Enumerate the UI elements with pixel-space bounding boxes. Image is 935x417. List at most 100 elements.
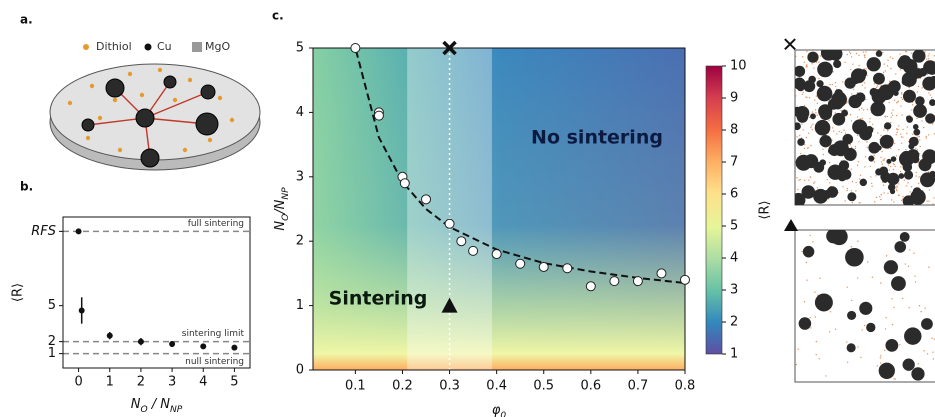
- subscript: O: [140, 405, 147, 415]
- ligand: [871, 185, 873, 187]
- ligand: [812, 241, 814, 243]
- ligand: [844, 61, 846, 63]
- ligand: [892, 109, 894, 111]
- ligand: [796, 136, 798, 138]
- ligand: [933, 197, 935, 199]
- axes-frame: [312, 47, 686, 371]
- ligand: [829, 311, 832, 313]
- ligand: [876, 85, 879, 87]
- dithiol: [89, 83, 95, 89]
- ligand: [825, 375, 827, 377]
- particle: [832, 112, 846, 126]
- ligand: [826, 178, 829, 181]
- ligand: [852, 63, 854, 65]
- ligand: [863, 324, 866, 327]
- ligand: [899, 170, 902, 173]
- particle: [891, 276, 906, 291]
- ligand: [931, 123, 934, 125]
- ligand: [882, 184, 885, 186]
- ligand: [802, 129, 804, 131]
- ligand: [901, 114, 903, 116]
- dithiol: [187, 77, 193, 83]
- ligand: [856, 116, 859, 118]
- y-axis-label: NO/NNP: [273, 187, 291, 231]
- ligand: [869, 165, 872, 168]
- colorbar-tick-label: 4: [730, 251, 738, 266]
- ligand: [853, 88, 855, 91]
- ligand: [849, 144, 851, 146]
- ligand: [895, 73, 897, 75]
- particle: [888, 80, 901, 93]
- ligand: [928, 92, 930, 94]
- ligand: [924, 204, 926, 205]
- data-point: [444, 218, 455, 229]
- ligand: [829, 331, 831, 333]
- ligand: [906, 126, 909, 128]
- dithiol: [112, 97, 118, 103]
- ligand: [829, 182, 831, 184]
- panel-label: b.: [20, 180, 33, 194]
- dithiol: [139, 92, 145, 98]
- legend-label: Cu: [157, 40, 172, 53]
- y-tick-label: 1: [48, 346, 56, 361]
- ligand: [892, 168, 895, 171]
- ligand: [815, 340, 818, 343]
- ligand: [891, 114, 894, 116]
- ligand: [873, 201, 876, 203]
- ligand: [902, 128, 904, 131]
- data-point: [538, 261, 549, 272]
- ligand: [928, 266, 930, 268]
- annotation: Sintering: [329, 288, 428, 310]
- x-tick-label: 0.1: [345, 379, 366, 394]
- ligand: [806, 66, 808, 68]
- ligand: [842, 81, 844, 83]
- ligand: [860, 107, 863, 109]
- ligand: [896, 190, 898, 192]
- x-tick-label: 1: [106, 375, 114, 390]
- ligand: [894, 378, 897, 380]
- ligand: [846, 361, 849, 363]
- cu-particle: [195, 112, 219, 136]
- particle: [912, 50, 926, 63]
- ligand: [910, 186, 913, 188]
- particle: [795, 105, 810, 121]
- particle: [898, 55, 912, 68]
- ligand: [799, 178, 801, 181]
- ligand: [844, 132, 847, 134]
- ligand: [854, 145, 857, 148]
- ligand: [813, 181, 816, 183]
- ligand: [831, 127, 834, 129]
- ligand: [902, 297, 904, 300]
- ligand: [867, 261, 869, 263]
- particle: [906, 149, 920, 162]
- ligand: [861, 329, 863, 331]
- ligand: [875, 175, 877, 177]
- ligand: [897, 128, 899, 131]
- ligand: [893, 99, 896, 101]
- particle: [890, 156, 897, 162]
- ligand: [832, 71, 834, 73]
- ligand: [892, 57, 894, 60]
- subscript: 0: [500, 411, 506, 417]
- data-point: [231, 344, 238, 351]
- ligand: [858, 109, 861, 111]
- ligand: [890, 147, 892, 150]
- reference-label: sintering limit: [182, 329, 245, 339]
- ligand: [797, 348, 799, 350]
- particle: [918, 162, 926, 169]
- ligand: [816, 102, 819, 105]
- ligand: [803, 61, 805, 63]
- ligand: [894, 165, 896, 167]
- dithiol: [85, 135, 91, 141]
- ligand: [893, 306, 895, 309]
- ligand: [883, 158, 886, 160]
- particle: [929, 170, 935, 178]
- ligand: [856, 134, 859, 137]
- ligand: [815, 112, 817, 114]
- ligand: [808, 116, 811, 119]
- particle: [801, 185, 816, 199]
- ligand: [888, 169, 891, 171]
- ligand: [926, 200, 928, 202]
- ligand: [917, 182, 920, 185]
- ligand: [811, 63, 813, 65]
